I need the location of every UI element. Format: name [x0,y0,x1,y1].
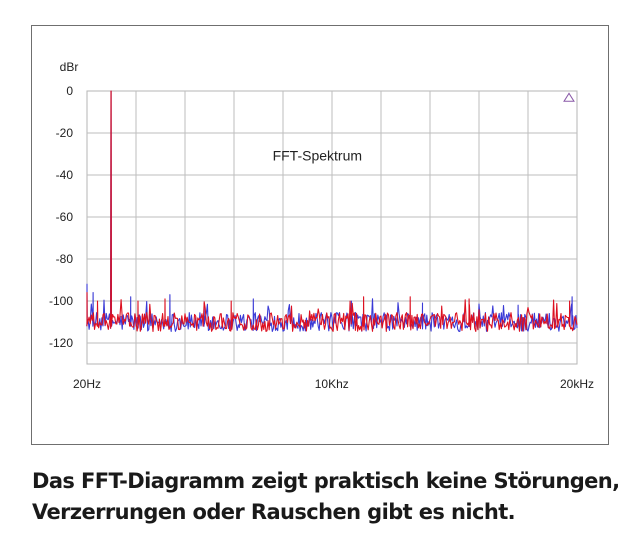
series-line [86,90,578,332]
series-layer [86,90,578,332]
cursor-marker-icon [563,92,575,102]
x-tick-label: 20kHz [560,377,594,391]
chart-annotation: FFT-Spektrum [273,147,362,163]
x-tick-label: 10Khz [315,377,349,391]
y-axis-unit: dBr [60,60,79,74]
y-tick-label: 0 [66,84,73,98]
y-tick-label: -80 [56,252,74,266]
x-tick-label: 20Hz [73,377,101,391]
figure-frame: dBr 0 -20 -40 -60 -80 -100 -120 20Hz 10Khz 20kHz FF… [31,25,609,445]
fft-chart: dBr 0 -20 -40 -60 -80 -100 -120 20Hz 10Khz 20kHz FF… [49,60,594,391]
y-tick-label: -100 [49,294,73,308]
figure-caption: Das FFT-Diagramm zeigt praktisch keine S… [32,469,620,524]
y-tick-label: -120 [49,336,73,350]
label-layer: dBr 0 -20 -40 -60 -80 -100 -120 20Hz 10Khz 20kHz FF… [49,60,594,391]
marker-layer [563,92,575,102]
y-tick-label: -40 [56,168,74,182]
y-tick-label: -20 [56,126,74,140]
y-tick-label: -60 [56,210,74,224]
